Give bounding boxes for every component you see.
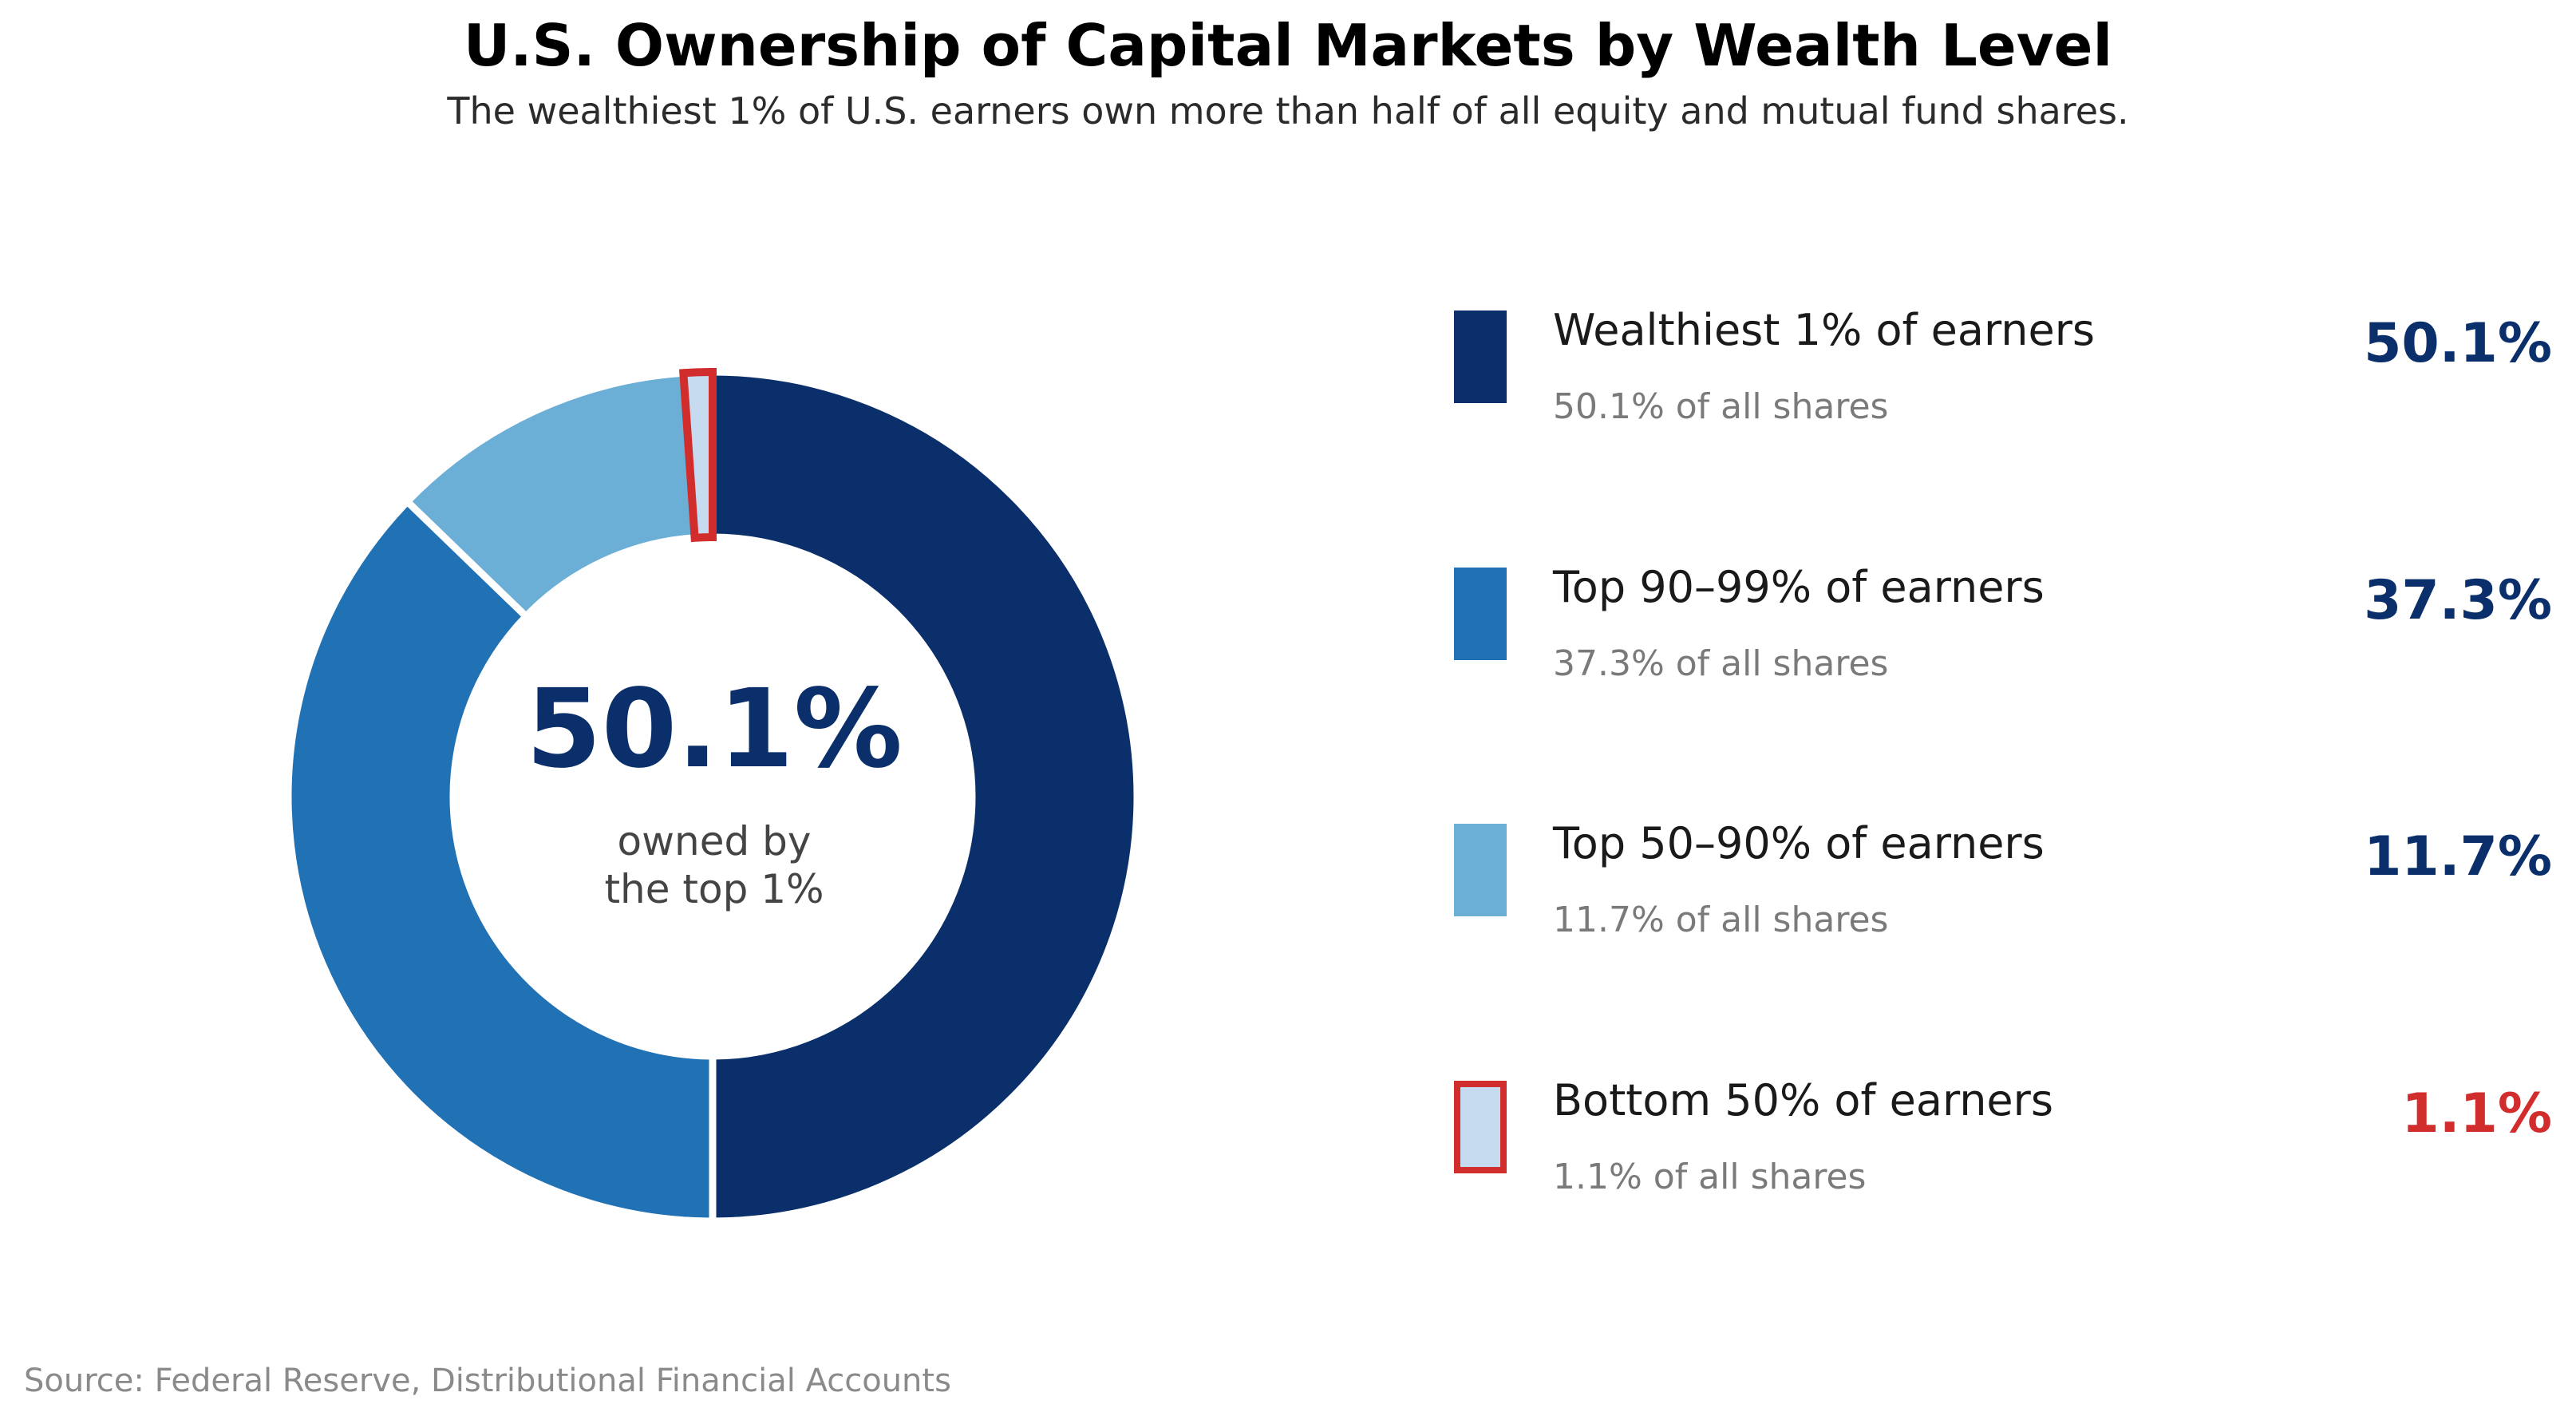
legend-swatch-top-50-90 xyxy=(1454,824,1507,916)
legend-value-wealthiest-1: 50.1% xyxy=(2364,312,2552,375)
legend-label-wealthiest-1: Wealthiest 1% of earners xyxy=(1553,305,2096,355)
donut-slice-wealthiest-1 xyxy=(709,368,1141,1225)
center-caption: owned by the top 1% xyxy=(475,817,954,913)
donut-slice-top-50-90 xyxy=(402,369,699,622)
legend-sublabel-wealthiest-1: 50.1% of all shares xyxy=(1553,386,1889,427)
chart-subtitle: The wealthiest 1% of U.S. earners own mo… xyxy=(447,89,2129,133)
donut-slice-bottom-50 xyxy=(679,367,717,543)
legend-sublabel-top-90-99: 37.3% of all shares xyxy=(1553,643,1889,684)
center-value: 50.1% xyxy=(526,666,903,793)
legend-swatch-top-90-99 xyxy=(1454,568,1507,660)
donut-slice-top-90-99 xyxy=(284,496,717,1225)
chart-title: U.S. Ownership of Capital Markets by Wea… xyxy=(463,12,2113,79)
legend-value-top-50-90: 11.7% xyxy=(2364,825,2552,888)
legend-label-top-50-90: Top 50–90% of earners xyxy=(1553,818,2045,868)
center-caption-line-2: the top 1% xyxy=(604,866,824,912)
legend-swatch-bottom-50 xyxy=(1454,1081,1507,1173)
legend-sublabel-top-50-90: 11.7% of all shares xyxy=(1553,900,1889,940)
center-caption-line-1: owned by xyxy=(617,818,812,864)
legend-label-top-90-99: Top 90–99% of earners xyxy=(1553,562,2045,612)
legend-value-bottom-50: 1.1% xyxy=(2401,1082,2552,1145)
legend-sublabel-bottom-50: 1.1% of all shares xyxy=(1553,1157,1867,1197)
legend-label-bottom-50: Bottom 50% of earners xyxy=(1553,1075,2053,1125)
source-note: Source: Federal Reserve, Distributional … xyxy=(24,1363,951,1399)
legend-swatch-wealthiest-1 xyxy=(1454,311,1507,403)
legend-value-top-90-99: 37.3% xyxy=(2364,569,2552,632)
